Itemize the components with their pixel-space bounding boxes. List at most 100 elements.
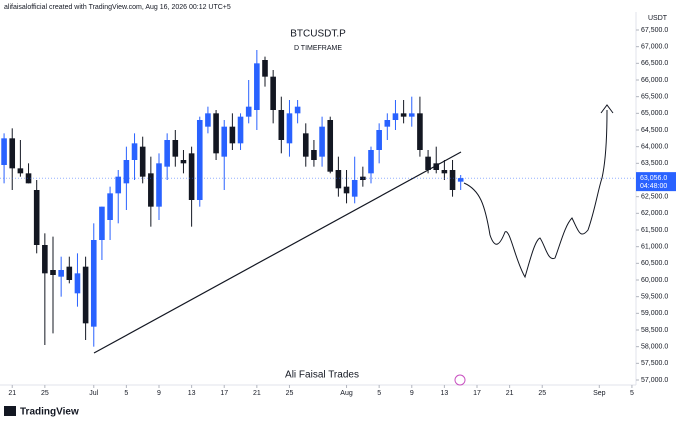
x-tick-label: 21	[253, 390, 261, 397]
candle-body	[245, 106, 252, 117]
x-tick-label: 25	[41, 390, 49, 397]
candle-body	[327, 120, 334, 172]
y-tick-label: 64,500.0	[641, 127, 668, 134]
y-tick-label: 61,000.0	[641, 244, 668, 251]
candle-body	[50, 270, 56, 275]
candle-body	[115, 176, 122, 194]
y-tick-label: 59,000.0	[641, 310, 668, 317]
candle-body	[172, 140, 179, 157]
y-tick-label: 67,000.0	[641, 44, 668, 51]
candle-body	[221, 126, 228, 157]
x-tick-label: Aug	[340, 390, 353, 397]
y-tick-label: 67,500.0	[641, 27, 668, 34]
y-tick-label: 61,500.0	[641, 227, 668, 234]
candle-body	[213, 113, 219, 154]
x-tick-label: Jul	[89, 390, 98, 397]
y-tick-label: 66,500.0	[641, 60, 668, 67]
candle-body	[25, 173, 32, 184]
candle-body	[131, 143, 138, 160]
footer-logo: TradingView	[20, 407, 79, 418]
y-tick-label: 65,500.0	[641, 94, 668, 101]
candle-body	[392, 113, 399, 120]
candle-body	[408, 113, 415, 117]
header: alifaisalofficial created with TradingVi…	[4, 4, 231, 11]
y-tick-label: 62,500.0	[641, 194, 668, 201]
projection-arrow	[600, 104, 614, 114]
candle-body	[90, 240, 97, 327]
y-tick-label: 58,000.0	[641, 344, 668, 351]
x-tick-label: 5	[630, 390, 634, 397]
candle-body	[1, 138, 7, 165]
y-tick-label: 65,000.0	[641, 110, 668, 117]
y-tick-label: 60,500.0	[641, 260, 668, 267]
x-tick-label: 13	[440, 390, 448, 397]
candle-body	[368, 150, 374, 174]
candle-body	[384, 120, 391, 127]
candle-body	[343, 186, 350, 194]
candle-body	[17, 168, 24, 174]
x-tick-label: 17	[220, 390, 228, 397]
candle-body	[229, 126, 236, 144]
candle-body	[254, 63, 260, 110]
x-tick-label: 9	[410, 390, 414, 397]
candle-body	[33, 190, 40, 245]
y-tick-label: 62,000.0	[641, 210, 668, 217]
candle-body	[58, 270, 64, 277]
candle-body	[237, 116, 244, 144]
x-tick-label: 21	[506, 390, 514, 397]
y-tick-label: 57,000.0	[641, 377, 668, 384]
candle-body	[311, 150, 317, 160]
y-tick-label: 59,500.0	[641, 294, 668, 301]
candle-body	[99, 206, 105, 240]
x-tick-label: 25	[286, 390, 294, 397]
candle-body	[433, 163, 440, 170]
y-tick-label: 66,000.0	[641, 77, 668, 84]
candle-body	[188, 153, 195, 200]
candle-body	[82, 266, 89, 324]
candle-body	[123, 160, 130, 184]
x-tick-label: 9	[157, 390, 161, 397]
x-tick-label: 17	[473, 390, 481, 397]
x-tick-label: 25	[538, 390, 546, 397]
candle-body	[164, 140, 170, 167]
x-tick-label: 5	[124, 390, 128, 397]
chart-title: BTCUSDT.P	[290, 29, 346, 40]
candle-body	[148, 173, 154, 207]
y-tick-label: 64,000.0	[641, 144, 668, 151]
candle-body	[302, 133, 309, 157]
trendline	[93, 151, 462, 354]
projection-path	[463, 109, 608, 279]
candle-body	[262, 60, 268, 77]
candle-body	[286, 113, 293, 144]
chart-subtitle: D TIMEFRAME	[294, 45, 342, 52]
x-tick-label: Sep	[593, 390, 606, 397]
y-tick-label: 58,500.0	[641, 327, 668, 334]
candle-body	[139, 146, 146, 177]
y-tick-label: 63,500.0	[641, 160, 668, 167]
x-tick-label: 5	[377, 390, 381, 397]
countdown: 04:48:00	[640, 183, 667, 190]
candle-body	[180, 160, 187, 164]
y-tick-label: 60,000.0	[641, 277, 668, 284]
candle-body	[425, 156, 431, 170]
last-price-label: 63,056.0	[640, 175, 667, 182]
x-tick-label: 13	[188, 390, 196, 397]
candle-body	[449, 170, 456, 190]
candle-body	[294, 106, 301, 114]
candle-body	[441, 170, 448, 174]
candle-body	[319, 126, 325, 157]
candle-body	[196, 120, 203, 200]
x-tick-label: 21	[8, 390, 16, 397]
candle-body	[335, 170, 342, 189]
candle-body	[107, 193, 113, 220]
candle-body	[270, 76, 276, 110]
candle-body	[360, 176, 366, 180]
candle-body	[205, 113, 211, 127]
candle-body	[376, 130, 382, 150]
candle-body	[66, 266, 73, 280]
candle-body	[42, 245, 48, 274]
candle-body	[457, 178, 464, 182]
y-unit: USDT	[648, 15, 668, 22]
logo-mark	[4, 406, 16, 416]
